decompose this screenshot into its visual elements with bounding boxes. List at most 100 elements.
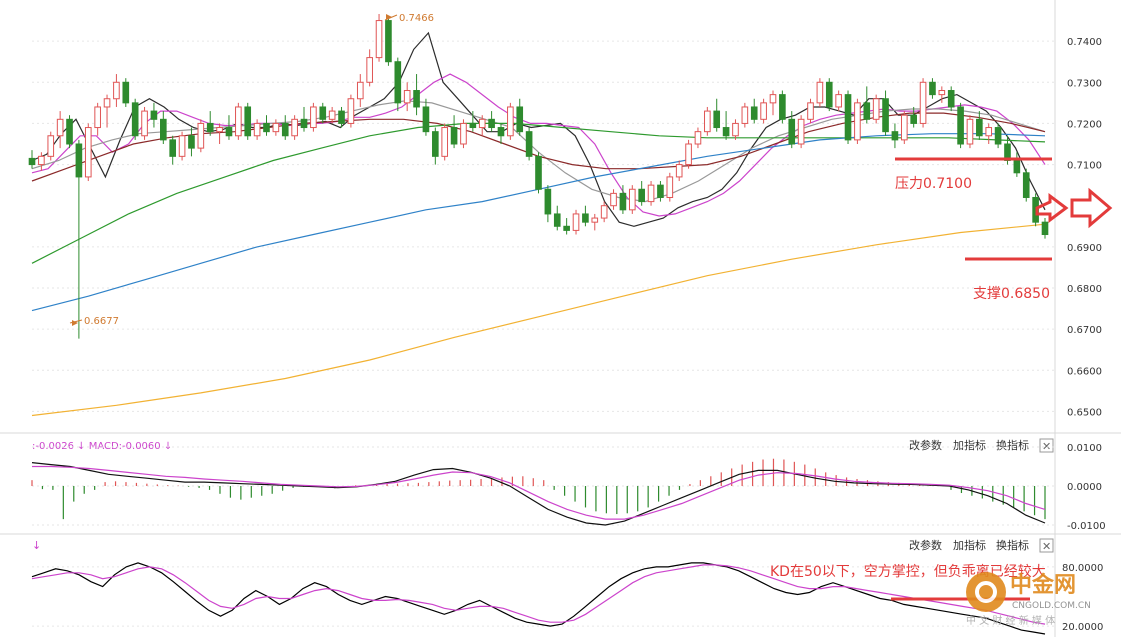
y-tick-label: 0.6700 — [1067, 325, 1102, 336]
candle — [141, 106, 148, 140]
y-tick-label: 0.6600 — [1067, 366, 1102, 377]
right-arrow-icon — [1070, 187, 1113, 229]
candle — [525, 127, 533, 161]
resistance-annotation: 压力0.7100 — [895, 157, 1052, 192]
kd-header-arrow-icon: ↓ — [32, 539, 41, 552]
candle — [422, 98, 430, 136]
candle — [788, 111, 796, 149]
candle — [854, 98, 861, 144]
candle — [516, 98, 524, 136]
y-tick-label: 0.6900 — [1067, 243, 1102, 254]
candle — [919, 78, 927, 128]
candle — [432, 127, 439, 165]
y-tick-label: 0.7400 — [1067, 37, 1102, 48]
candle — [385, 16, 392, 66]
candle — [797, 115, 805, 149]
candle — [56, 111, 64, 149]
candle — [150, 102, 158, 128]
candle — [779, 90, 786, 124]
candle — [553, 205, 561, 231]
high-marker: 0.7466 — [384, 13, 434, 24]
ma-line — [31, 31, 1046, 227]
candle — [741, 102, 749, 128]
modify-params-button[interactable]: 改参数 — [909, 538, 942, 552]
candle — [900, 111, 908, 144]
y-tick-label: 0.7200 — [1067, 119, 1102, 130]
y-tick-label: 0.6500 — [1067, 407, 1102, 418]
candle — [263, 115, 270, 136]
candle — [835, 90, 842, 112]
macd-toolbar: 改参数 加指标 换指标 ✕ — [909, 438, 1054, 453]
candle — [206, 111, 214, 136]
support-label: 支撑0.6850 — [973, 286, 1050, 302]
candle — [535, 152, 542, 194]
candle — [375, 13, 383, 62]
kd-toolbar: 改参数 加指标 换指标 ✕ — [909, 538, 1054, 553]
candle — [197, 119, 205, 153]
candle — [394, 57, 402, 112]
kd-lines — [31, 562, 1046, 635]
candle — [188, 127, 195, 157]
low-marker: 0.6677 — [69, 316, 119, 327]
candle — [1041, 218, 1049, 239]
candle — [750, 98, 758, 124]
candle — [356, 74, 364, 107]
candle — [131, 98, 139, 140]
watermark-domain: CNGOLD.COM.CN — [1012, 601, 1091, 611]
macd-header-text: :-0.0026 ↓ MACD:-0.0060 ↓ — [32, 441, 172, 452]
candle — [460, 119, 467, 149]
candle — [713, 98, 721, 132]
candle — [938, 86, 946, 103]
candle — [563, 218, 570, 235]
high-marker-arrow-icon — [386, 14, 392, 20]
low-marker-label: 0.6677 — [84, 316, 119, 327]
kd-annotation-label: KD在50以下，空方掌控，但负乖离已经较大 — [770, 563, 1046, 580]
candle — [413, 74, 420, 116]
close-button[interactable] — [1039, 538, 1054, 553]
close-icon[interactable]: ✕ — [1042, 440, 1051, 453]
candle — [84, 123, 92, 182]
candle — [628, 185, 636, 214]
candle — [291, 115, 298, 140]
change-indicator-button[interactable]: 换指标 — [996, 438, 1029, 452]
candle — [694, 127, 702, 149]
candle — [478, 115, 486, 136]
brand-logo-mark — [975, 581, 997, 603]
kd-line — [31, 564, 1046, 625]
candle — [272, 119, 280, 136]
y-tick-label: 0.7300 — [1067, 78, 1102, 89]
watermark-tagline: 中 文 财 经 新 媒 体 — [966, 614, 1055, 627]
low-marker-arrow-icon — [72, 320, 78, 326]
close-button[interactable] — [1039, 438, 1054, 453]
main-y-axis: 0.7400 0.7300 0.7200 0.7100 0.6900 0.6800 0.67… — [1067, 37, 1102, 418]
change-indicator-button[interactable]: 换指标 — [996, 538, 1029, 552]
candle — [816, 78, 824, 107]
candle — [244, 102, 252, 140]
y-tick-label: -0.0100 — [1067, 521, 1106, 532]
add-indicator-button[interactable]: 加指标 — [953, 538, 986, 552]
candle — [94, 102, 101, 136]
y-tick-label: 20.0000 — [1062, 622, 1103, 633]
direction-arrows — [1035, 187, 1113, 229]
candle — [497, 123, 505, 144]
candle — [582, 205, 589, 227]
modify-params-button[interactable]: 改参数 — [909, 438, 942, 452]
candle — [863, 86, 871, 124]
candle — [572, 209, 580, 235]
candle — [28, 150, 36, 169]
candle — [253, 119, 261, 140]
right-arrow-icon — [1035, 193, 1069, 223]
main-grid — [32, 40, 1055, 412]
candle — [760, 98, 767, 124]
y-tick-label: 0.0000 — [1067, 482, 1102, 493]
close-icon[interactable]: ✕ — [1042, 540, 1051, 553]
candle — [160, 111, 167, 144]
y-tick-label: 0.0100 — [1067, 443, 1102, 454]
candle — [66, 115, 73, 149]
candle — [910, 106, 917, 128]
candle — [882, 90, 889, 136]
candle — [75, 139, 83, 339]
candle — [281, 115, 289, 140]
add-indicator-button[interactable]: 加指标 — [953, 438, 986, 452]
